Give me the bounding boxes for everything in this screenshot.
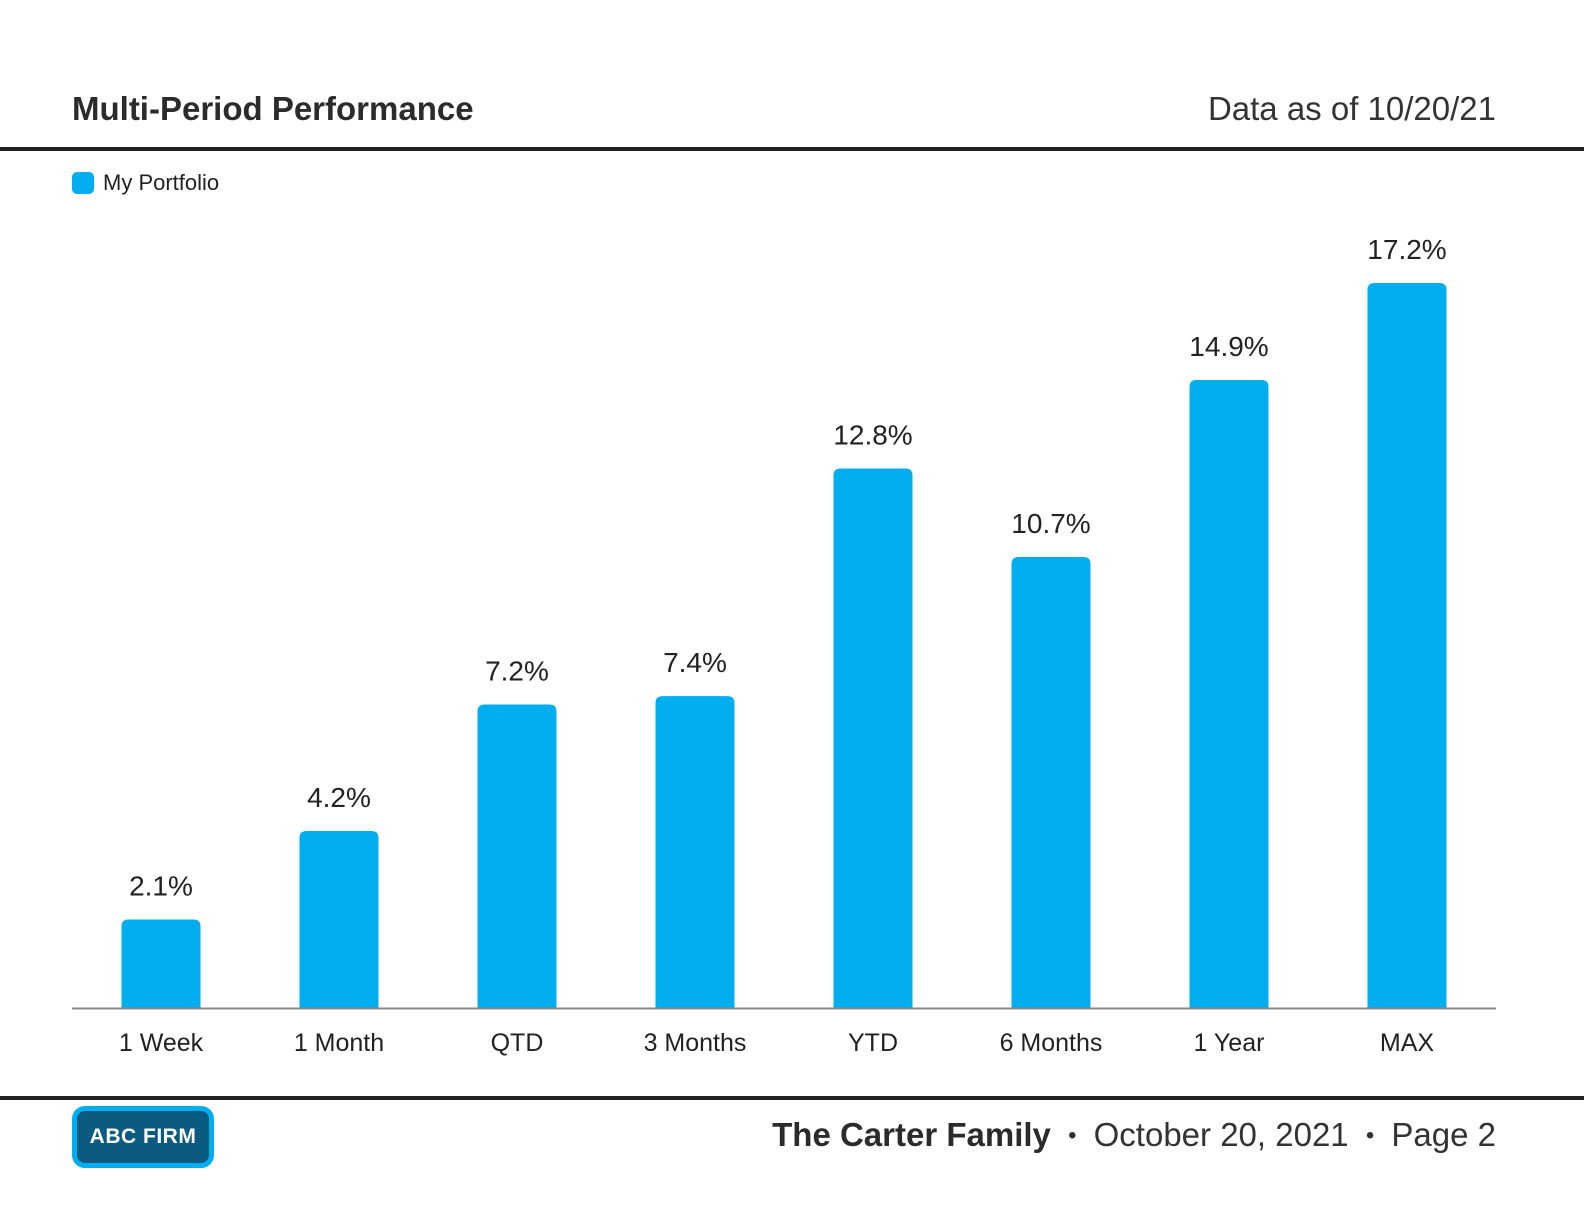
x-tick-label: 3 Months [644, 1029, 747, 1057]
bar [1367, 283, 1447, 1008]
x-tick-label: MAX [1380, 1029, 1435, 1057]
data-label: 2.1% [129, 870, 193, 901]
firm-logo-text: ABC FIRM [89, 1125, 197, 1148]
data-date: Data as of 10/20/21 [1207, 90, 1496, 127]
legend-label: My Portfolio [103, 170, 220, 195]
data-label: 7.2% [485, 656, 549, 687]
header-divider [0, 147, 1584, 151]
x-tick-label: 1 Year [1194, 1029, 1265, 1057]
bar [1189, 379, 1269, 1009]
data-label: 7.4% [663, 647, 727, 678]
footer-separator: • [1365, 1122, 1375, 1149]
page-title: Multi-Period Performance [72, 90, 474, 127]
page-number: Page 2 [1391, 1116, 1496, 1153]
data-label: 10.7% [1011, 508, 1090, 539]
x-tick-label: 1 Month [294, 1029, 384, 1057]
footer-divider [0, 1096, 1584, 1100]
x-tick-label: YTD [848, 1029, 898, 1057]
legend-swatch [72, 172, 94, 194]
bar [1011, 556, 1091, 1008]
client-name: The Carter Family [772, 1116, 1051, 1153]
bar [299, 830, 379, 1008]
data-label: 4.2% [307, 782, 371, 813]
bar [655, 696, 735, 1008]
bar [833, 468, 913, 1009]
footer-separator: • [1068, 1122, 1077, 1149]
footer-info: The Carter Family • October 20, 2021 • P… [772, 1116, 1496, 1154]
data-label: 17.2% [1367, 234, 1446, 265]
bar [477, 704, 557, 1008]
bar [121, 919, 201, 1008]
x-tick-label: QTD [491, 1029, 544, 1057]
x-tick-label: 1 Week [119, 1029, 204, 1057]
data-label: 12.8% [833, 419, 912, 450]
x-tick-label: 6 Months [1000, 1029, 1103, 1057]
report-date: October 20, 2021 [1093, 1116, 1349, 1153]
data-label: 14.9% [1189, 331, 1268, 362]
firm-logo: ABC FIRM [72, 1106, 214, 1168]
chart-legend: My Portfolio [72, 170, 219, 196]
